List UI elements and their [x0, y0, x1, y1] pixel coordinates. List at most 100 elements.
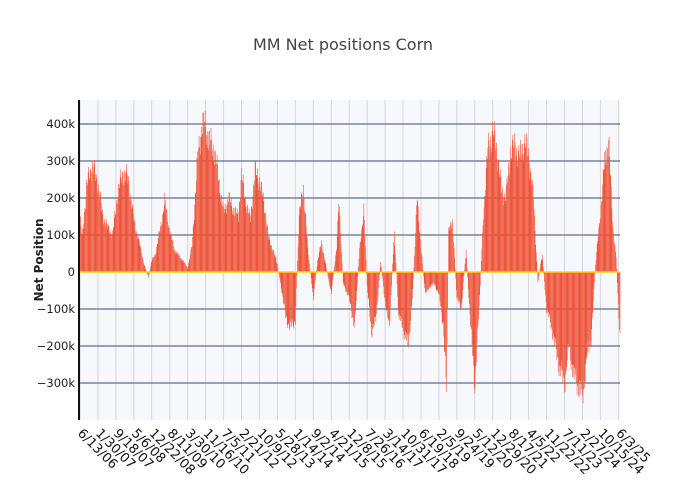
bar [186, 267, 188, 273]
bar [270, 245, 271, 273]
bar [397, 272, 398, 297]
bar [554, 272, 556, 343]
bar [187, 266, 189, 273]
bar [169, 234, 171, 273]
bar [425, 272, 426, 293]
bar [354, 272, 356, 315]
bar [252, 196, 254, 273]
bar [137, 238, 139, 273]
bar [255, 162, 256, 273]
bar [562, 272, 564, 383]
bar [428, 272, 429, 290]
bar [329, 272, 331, 288]
bar [380, 262, 382, 273]
bar [389, 272, 390, 327]
bar [372, 272, 374, 324]
bar [459, 272, 461, 308]
bar [444, 272, 446, 353]
bar [356, 272, 358, 291]
bar [614, 245, 616, 273]
bar [167, 227, 169, 273]
bar [448, 230, 450, 273]
bar [297, 247, 299, 273]
bar [154, 254, 156, 273]
bar [135, 234, 137, 273]
bar [424, 272, 426, 289]
bar [229, 202, 231, 273]
bar [597, 236, 599, 273]
bar [535, 252, 537, 273]
bar [410, 272, 411, 321]
bar [199, 146, 200, 273]
bar [156, 244, 158, 273]
bar [353, 272, 355, 328]
bar [408, 272, 410, 335]
bar [234, 207, 236, 273]
bar [209, 130, 210, 273]
bar [615, 257, 617, 273]
bar [349, 272, 351, 302]
bar [408, 272, 409, 348]
bar [141, 256, 143, 273]
bar [314, 272, 316, 284]
bar [298, 235, 299, 273]
bar [457, 272, 459, 301]
bar [457, 272, 458, 297]
bar [315, 272, 316, 280]
bar [318, 256, 320, 273]
bar [582, 272, 584, 404]
bar [96, 174, 97, 273]
bar [494, 130, 496, 273]
bar [242, 181, 243, 273]
bar [580, 272, 581, 382]
bar [406, 272, 408, 334]
bar [405, 272, 407, 341]
y-tick-label: 300k [46, 154, 75, 168]
bar [198, 135, 200, 273]
bar [259, 187, 261, 273]
bar [579, 272, 581, 381]
bar [499, 176, 501, 273]
bar [280, 272, 282, 289]
bar [500, 169, 501, 273]
bar [125, 180, 126, 273]
bar [608, 136, 610, 273]
bar [488, 132, 489, 273]
bar [481, 248, 483, 273]
bar [341, 262, 343, 273]
bar [104, 222, 106, 273]
bar [84, 211, 85, 273]
bar [132, 213, 134, 273]
bar [453, 242, 454, 273]
bar [590, 272, 591, 347]
bar [132, 204, 134, 273]
bar [382, 272, 383, 277]
bar [598, 227, 600, 273]
bar [101, 210, 103, 273]
bar [286, 272, 288, 325]
bar [450, 221, 451, 273]
bar [239, 202, 241, 273]
bar [576, 272, 577, 384]
bar [494, 121, 495, 273]
bar [252, 209, 253, 273]
bar [171, 240, 173, 273]
bar [104, 219, 105, 273]
bar [345, 272, 346, 290]
bar [337, 220, 339, 273]
bar [247, 212, 249, 273]
bar [278, 272, 280, 275]
bar [383, 272, 385, 294]
bar [445, 272, 447, 378]
bar [605, 150, 606, 273]
bar [334, 265, 335, 273]
bar [258, 190, 259, 273]
bar [601, 200, 603, 273]
bar [204, 121, 205, 273]
bar [304, 211, 305, 273]
bar [281, 272, 283, 293]
bar [98, 190, 100, 273]
bar [224, 209, 225, 273]
bar [564, 272, 565, 393]
bar [421, 256, 423, 273]
